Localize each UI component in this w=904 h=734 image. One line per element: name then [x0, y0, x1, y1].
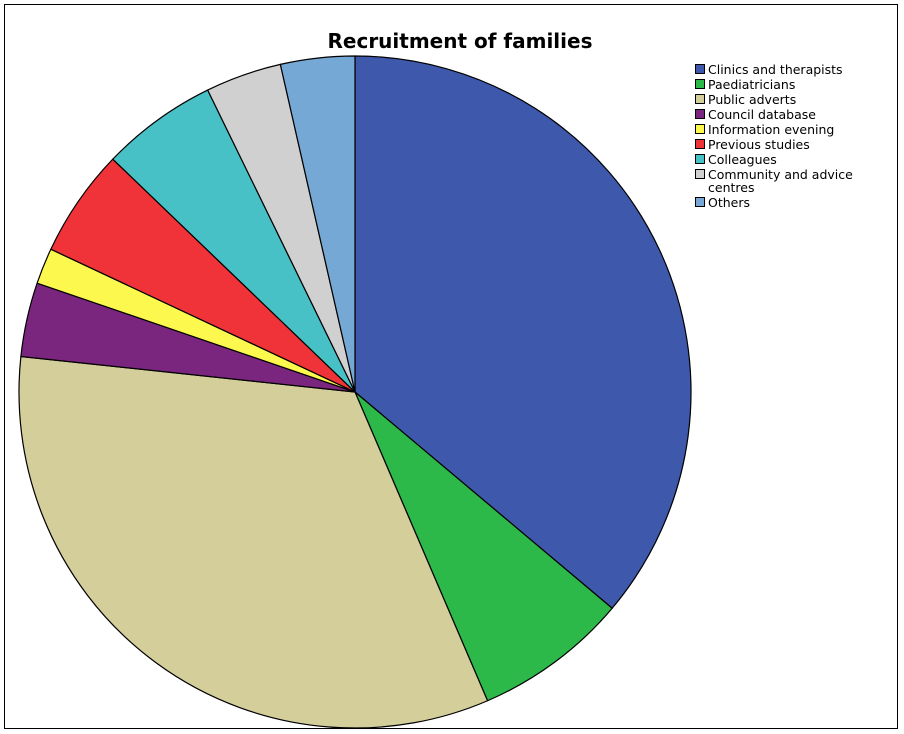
legend-label: Others [708, 195, 751, 210]
pie-chart [18, 55, 692, 728]
legend-swatch [695, 94, 705, 104]
legend-item: Previous studies [695, 138, 888, 151]
legend-label: Public adverts [708, 92, 797, 107]
chart-frame: Recruitment of families Clinics and ther… [4, 4, 898, 729]
pie-slice-clinics-and-therapists [354, 55, 692, 609]
legend-item: Others [695, 196, 888, 209]
legend-swatch [695, 109, 705, 119]
legend-label: Council database [708, 107, 816, 122]
legend-item: Paediatricians [695, 78, 888, 91]
legend-swatch [695, 64, 705, 74]
legend-item: Clinics and therapists [695, 63, 888, 76]
legend-item: Community and advice centres [695, 168, 888, 194]
chart-legend: Clinics and therapists Paediatricians Publ… [695, 63, 888, 211]
legend-label: Clinics and therapists [708, 62, 843, 77]
legend-label: Previous studies [708, 137, 810, 152]
legend-label: Information evening [708, 122, 835, 137]
legend-swatch [695, 197, 705, 207]
legend-swatch [695, 139, 705, 149]
legend-swatch [695, 79, 705, 89]
chart-title: Recruitment of families [327, 29, 593, 53]
legend-label: Colleagues [708, 152, 777, 167]
legend-item: Information evening [695, 123, 888, 136]
legend-item: Colleagues [695, 153, 888, 166]
pie-slice-public-adverts [18, 355, 489, 728]
legend-label: Paediatricians [708, 77, 796, 92]
legend-swatch [695, 154, 705, 164]
legend-item: Council database [695, 108, 888, 121]
pie-slice-paediatricians [354, 391, 613, 702]
pie-slice-others [279, 55, 356, 393]
legend-item: Public adverts [695, 93, 888, 106]
legend-swatch [695, 124, 705, 134]
legend-label: Community and advice centres [708, 167, 853, 195]
legend-swatch [695, 169, 705, 179]
